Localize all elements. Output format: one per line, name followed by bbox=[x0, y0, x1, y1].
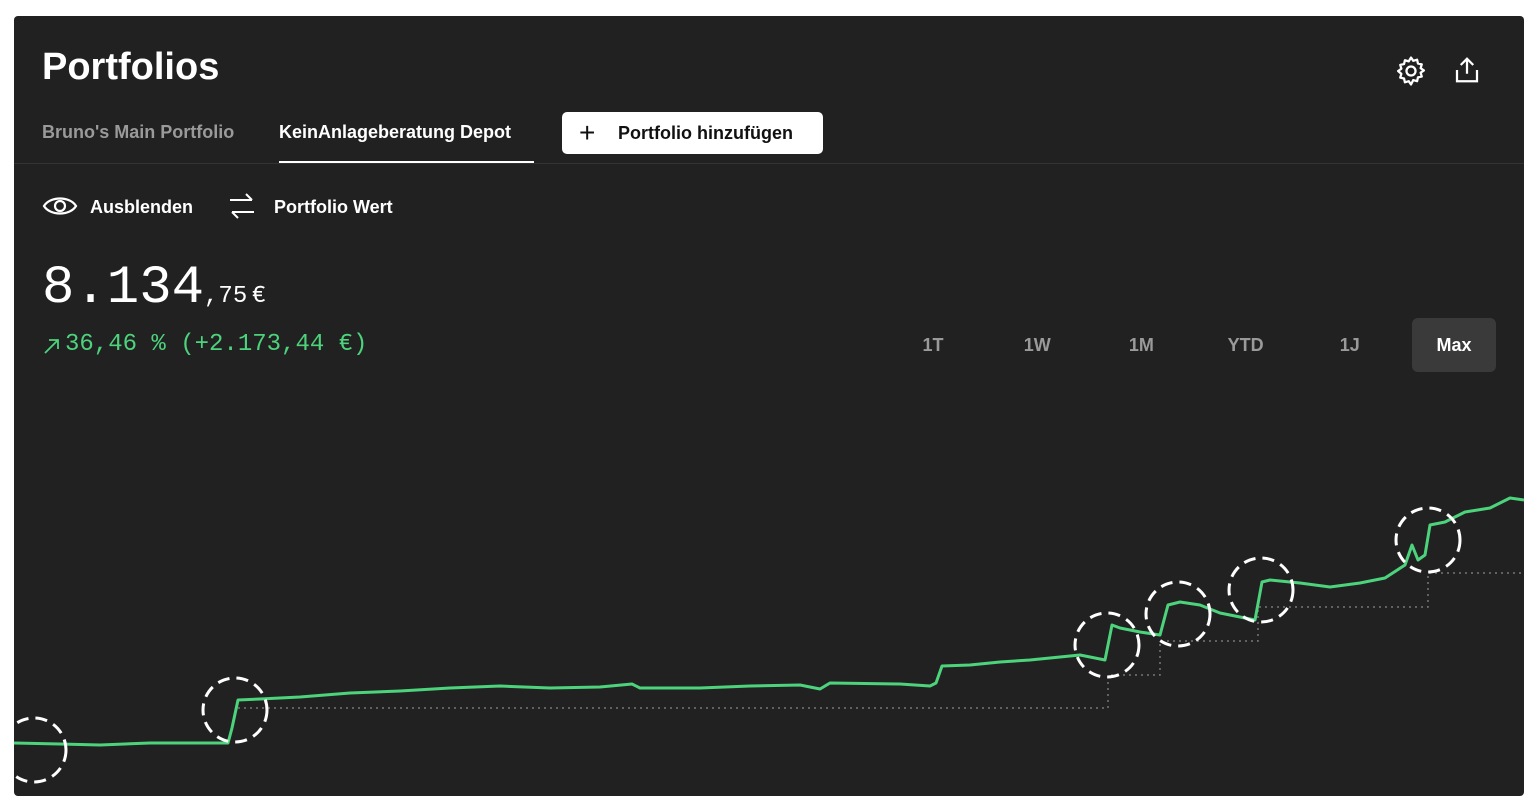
tab[interactable]: Bruno's Main Portfolio bbox=[42, 122, 235, 142]
highlight-circle bbox=[1073, 611, 1141, 679]
swap-icon[interactable] bbox=[226, 190, 258, 222]
title: Portfolios bbox=[42, 46, 220, 88]
button-label: Portfolio hinzufügen bbox=[618, 123, 793, 143]
value-toggle[interactable]: Portfolio Wert bbox=[274, 197, 393, 217]
highlight-circle bbox=[1227, 556, 1295, 624]
range-button[interactable]: 1W bbox=[1023, 335, 1051, 355]
range-button[interactable]: 1M bbox=[1128, 335, 1154, 355]
invested-line bbox=[238, 572, 1524, 709]
value-line bbox=[14, 496, 1524, 747]
divider bbox=[14, 163, 1524, 164]
value-change: 36,46 % (+2.173,44 €) bbox=[65, 331, 368, 358]
tab-underline bbox=[279, 161, 534, 163]
value-main: 8.134 bbox=[42, 258, 205, 319]
up-arrow-icon bbox=[44, 339, 59, 354]
portfolio-value: 8.134,75 € bbox=[42, 258, 266, 319]
value-decimals: ,75 bbox=[204, 283, 248, 310]
currency: € bbox=[251, 283, 267, 310]
settings-icon[interactable] bbox=[1394, 54, 1428, 88]
range-button[interactable]: 1J bbox=[1339, 335, 1360, 355]
portfolio-panel: Portfolios Bruno's Main Portfolio KeinAn… bbox=[14, 16, 1524, 796]
hide-action[interactable]: Ausblenden bbox=[90, 197, 194, 217]
highlight-circle bbox=[1394, 506, 1462, 574]
share-icon[interactable] bbox=[1452, 54, 1482, 86]
eye-icon[interactable] bbox=[42, 192, 78, 220]
add-portfolio-button[interactable]: + Portfolio hinzufügen bbox=[562, 112, 823, 154]
highlight-circle bbox=[201, 676, 269, 744]
highlight-circle bbox=[1144, 580, 1212, 648]
range-button[interactable]: 1T bbox=[922, 335, 944, 355]
tab-active[interactable]: KeinAnlageberatung Depot bbox=[279, 122, 512, 142]
range-button[interactable]: YTD bbox=[1227, 335, 1264, 355]
range-button[interactable]: Max bbox=[1412, 318, 1496, 372]
highlight-circle bbox=[14, 716, 68, 784]
chart bbox=[14, 496, 1524, 784]
plus-icon: + bbox=[579, 117, 596, 148]
